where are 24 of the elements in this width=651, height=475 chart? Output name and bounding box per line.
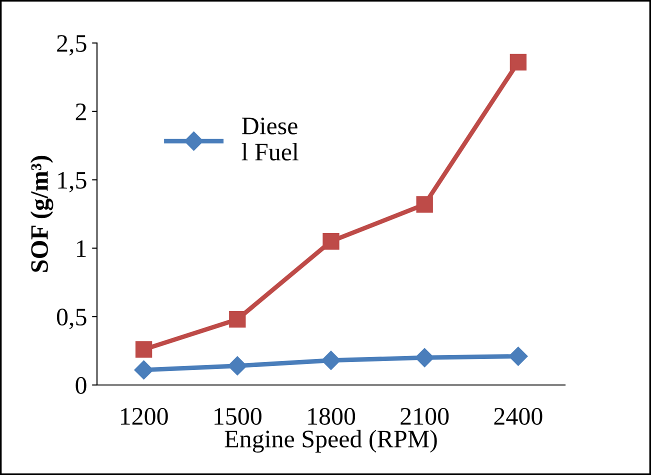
- y-tick-label: 2,5: [57, 35, 86, 56]
- point: [229, 311, 246, 328]
- point: [510, 54, 527, 70]
- x-tick-label: 2400: [494, 408, 542, 425]
- x-tick-label: 2100: [400, 408, 449, 425]
- point: [228, 356, 247, 376]
- point: [415, 348, 434, 368]
- y-tick-label: 2: [76, 104, 86, 120]
- point: [134, 360, 154, 380]
- legend-label: Diese l Fuel: [242, 118, 298, 161]
- y-tick-label: 1: [76, 240, 86, 257]
- y-tick-label: 1,5: [58, 172, 86, 192]
- x-tick-label: 1800: [308, 408, 356, 425]
- point: [508, 346, 528, 366]
- y-tick-label: 0,5: [56, 308, 86, 330]
- x-axis-title: Engine Speed (RPM): [224, 430, 437, 453]
- y-tick-label: 0: [76, 377, 86, 394]
- point: [322, 233, 340, 250]
- y-axis-title: SOF (g/m³): [30, 156, 54, 272]
- point: [321, 350, 341, 370]
- x-tick-label: 1200: [121, 408, 168, 425]
- x-tick-label: 1500: [214, 408, 262, 425]
- point: [135, 341, 152, 358]
- point: [416, 196, 433, 213]
